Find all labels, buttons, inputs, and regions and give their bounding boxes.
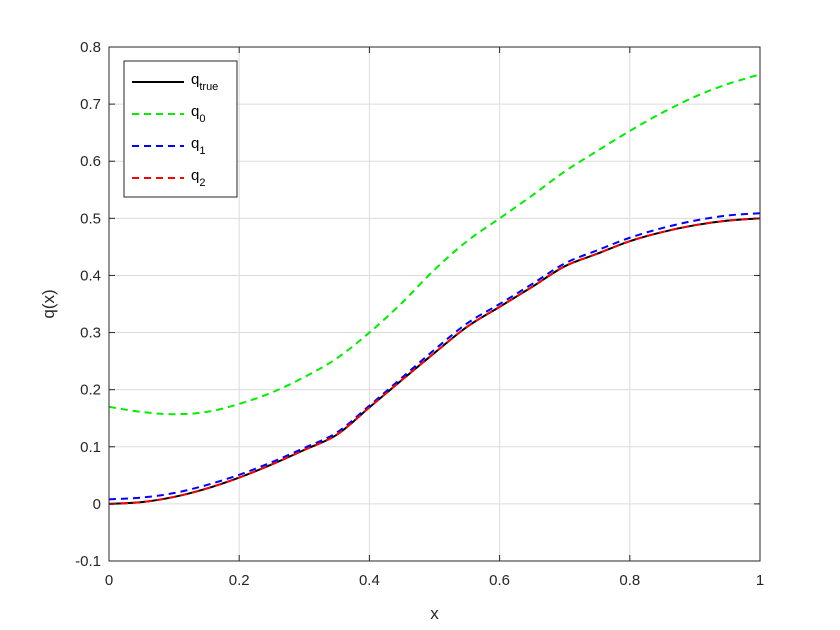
legend-entry-q-true: qtrue: [132, 71, 218, 93]
x-tick-label: 0.6: [489, 572, 510, 589]
y-tick-label: 0.7: [80, 96, 101, 113]
y-tick-label: -0.1: [75, 553, 101, 570]
x-tick-label: 0.4: [359, 572, 380, 589]
legend-entry-q0: q0: [132, 103, 205, 125]
y-tick-label: 0.6: [80, 153, 101, 170]
x-axis-label: x: [430, 604, 439, 623]
x-tick-label: 1: [756, 572, 764, 589]
legend-entry-q2: q2: [132, 167, 205, 189]
legend-label: qtrue: [191, 71, 218, 93]
x-tick-label: 0.8: [619, 572, 640, 589]
y-tick-label: 0.4: [80, 267, 101, 284]
y-tick-label: 0.5: [80, 210, 101, 227]
legend-label: q2: [191, 167, 205, 189]
y-tick-label: 0.1: [80, 439, 101, 456]
y-tick-label: 0.2: [80, 382, 101, 399]
x-axis-ticks: 0 0.2 0.4 0.6 0.8 1: [105, 47, 764, 589]
legend-label: q1: [191, 135, 205, 157]
plot-frame: [108, 46, 761, 562]
y-tick-label: 0.8: [80, 39, 101, 56]
legend: qtrue q0 q1 q2: [123, 60, 238, 198]
series-line-q2: [108, 217, 761, 505]
y-tick-label: 0.3: [80, 325, 101, 342]
series-line-q1: [108, 212, 761, 501]
x-tick-label: 0.2: [229, 572, 250, 589]
legend-box: [123, 60, 238, 198]
legend-entry-q1: q1: [132, 135, 205, 157]
y-axis-label: q(x): [39, 289, 58, 318]
series-line-q0: [108, 73, 761, 416]
x-tick-label: 0: [105, 572, 113, 589]
y-axis-ticks: -0.1 0 0.1 0.2 0.3 0.4 0.5 0.6 0.7 0.8: [75, 39, 760, 570]
y-tick-label: 0: [93, 496, 101, 513]
series-layer: [108, 73, 761, 505]
legend-label: q0: [191, 103, 205, 125]
